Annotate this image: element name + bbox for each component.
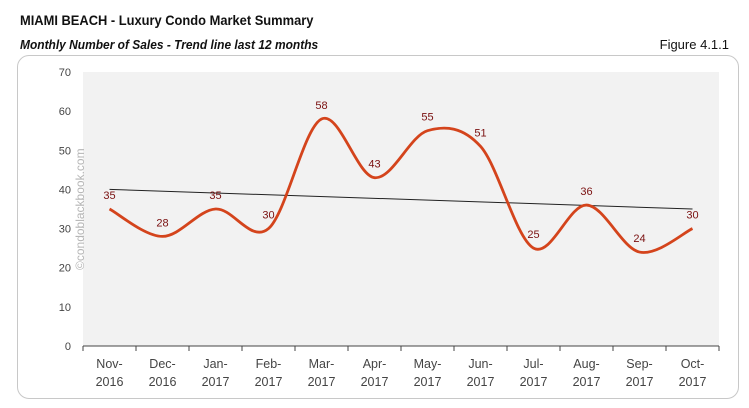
x-tick-label: 2017 [202,375,230,389]
y-tick-label: 40 [59,184,71,196]
chart-title: MIAMI BEACH - Luxury Condo Market Summar… [20,12,314,28]
x-tick-label: Jul- [523,357,543,371]
x-tick-label: Feb- [256,357,282,371]
data-label: 55 [421,112,433,124]
figure-number: Figure 4.1.1 [659,37,729,52]
data-label: 35 [209,190,221,202]
data-label: 30 [686,210,698,222]
x-tick-label: 2017 [520,375,548,389]
data-label: 35 [103,190,115,202]
data-label: 51 [474,127,486,139]
x-tick-label: 2017 [626,375,654,389]
y-tick-label: 20 [59,263,71,275]
x-tick-label: Aug- [573,357,599,371]
x-tick-label: Dec- [149,357,175,371]
x-tick-label: Sep- [626,357,652,371]
x-tick-label: 2017 [467,375,495,389]
x-tick-label: May- [414,357,442,371]
y-tick-label: 50 [59,145,71,157]
data-label: 28 [156,217,168,229]
data-label: 43 [368,159,380,171]
x-tick-label: 2017 [573,375,601,389]
x-tick-label: 2016 [96,375,124,389]
x-tick-label: 2017 [414,375,442,389]
x-tick-label: Oct- [681,357,705,371]
data-label: 58 [315,100,327,112]
x-tick-label: Nov- [96,357,122,371]
data-label: 25 [527,229,539,241]
x-tick-label: Jan- [203,357,227,371]
x-tick-label: 2017 [308,375,336,389]
y-tick-label: 10 [59,302,71,314]
trend-line [109,188,693,210]
x-tick-label: 2017 [361,375,389,389]
x-tick-label: 2017 [255,375,283,389]
data-label: 36 [580,186,592,198]
watermark: ©condoblackbook.com [73,148,87,270]
x-tick-label: 2016 [149,375,177,389]
y-tick-label: 30 [59,224,71,236]
data-label: 30 [262,210,274,222]
y-tick-label: 0 [65,341,71,353]
y-tick-label: 60 [59,106,71,118]
x-tick-label: 2017 [679,375,707,389]
chart-frame [17,55,739,399]
chart-subtitle: Monthly Number of Sales - Trend line las… [20,37,319,52]
x-tick-label: Mar- [309,357,335,371]
x-tick-label: Apr- [363,357,387,371]
plot-area [83,72,719,346]
sales-line [108,116,694,254]
data-label: 24 [633,233,645,245]
y-tick-label: 70 [59,67,71,79]
x-tick-label: Jun- [468,357,492,371]
